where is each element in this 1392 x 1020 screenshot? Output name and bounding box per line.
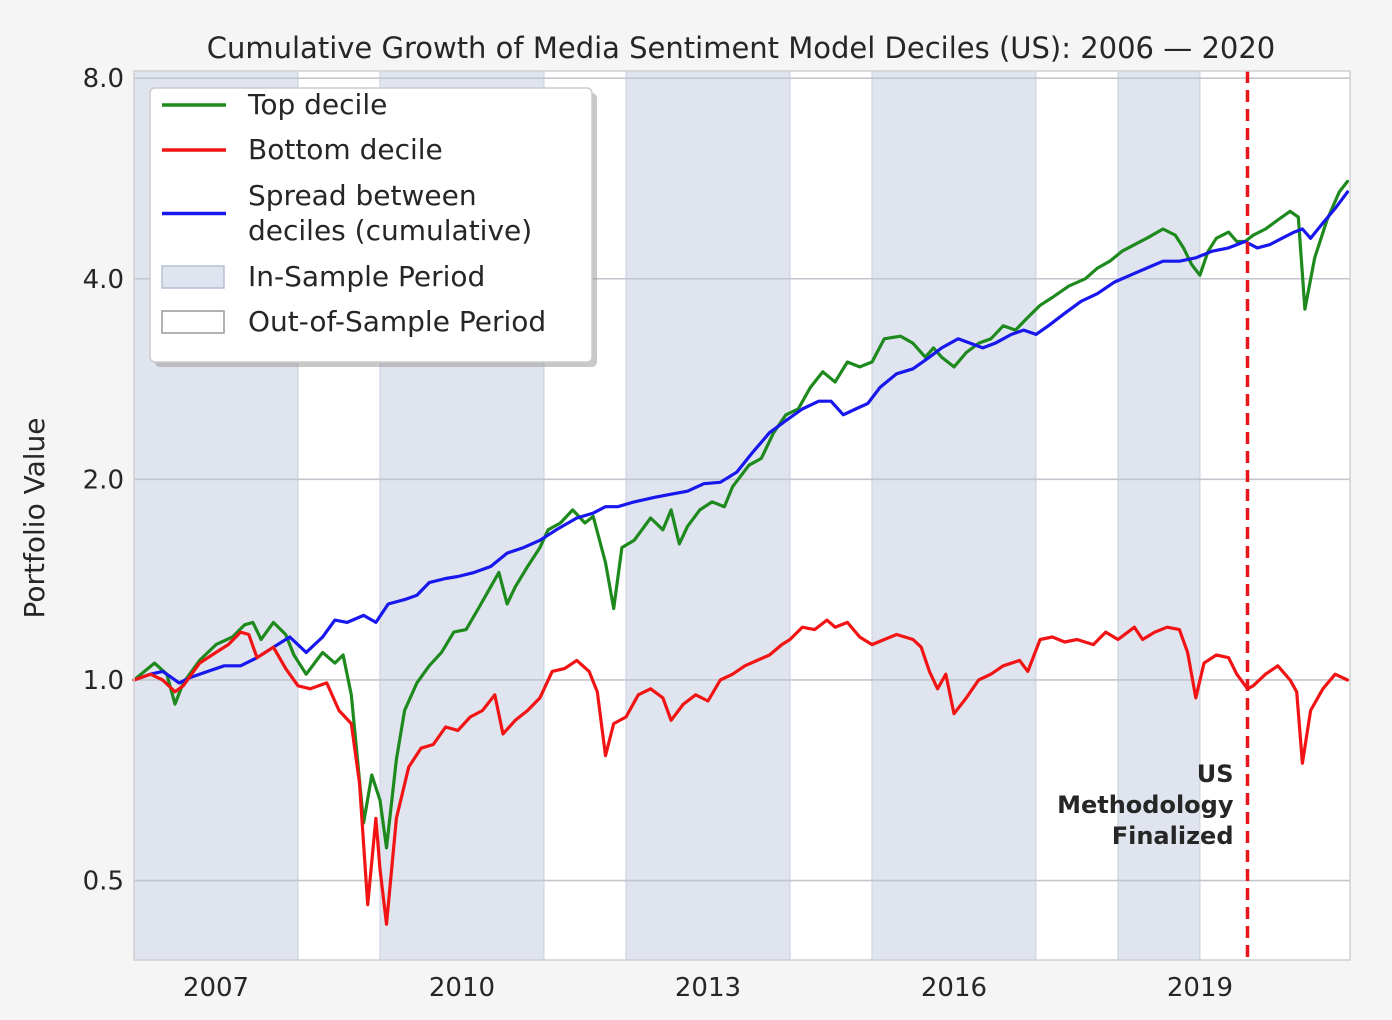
y-tick-label: 8.0 <box>83 64 124 94</box>
legend-label: Out-of-Sample Period <box>248 305 546 338</box>
legend-patch-swatch <box>161 310 225 334</box>
in-sample-band-2 <box>625 70 791 961</box>
y-axis-label: Portfolio Value <box>18 418 51 619</box>
x-tick-label: 2016 <box>921 973 987 1003</box>
in-sample-band-3 <box>871 70 1037 961</box>
legend-patch-swatch <box>161 265 225 289</box>
series-lines <box>132 179 1350 926</box>
methodology-marker: US Methodology Finalized <box>1057 71 1250 960</box>
legend-label: deciles (cumulative) <box>248 214 532 247</box>
y-tick-label: 4.0 <box>83 265 124 295</box>
methodology-annotation-line: Finalized <box>1112 822 1234 850</box>
x-tick-label: 2007 <box>183 973 249 1003</box>
methodology-annotation-line: US <box>1197 760 1234 788</box>
axis-ticks: 0.5 1.0 2.0 4.0 8.0 2007 2010 2013 2016 2019 <box>83 64 1233 1003</box>
legend-label: Top decile <box>247 88 387 121</box>
y-tick-label: 1.0 <box>83 666 124 696</box>
y-tick-label: 2.0 <box>83 465 124 495</box>
plot-border <box>133 70 1351 961</box>
legend-label: Bottom decile <box>248 133 443 166</box>
x-tick-label: 2019 <box>1167 973 1233 1003</box>
legend-label: Spread between <box>248 179 477 212</box>
legend-box <box>149 87 593 363</box>
series-line-1 <box>132 618 1350 926</box>
methodology-annotation-line: Methodology <box>1057 791 1234 819</box>
legend-label: In-Sample Period <box>248 260 485 293</box>
gridlines <box>134 77 1350 882</box>
chart-title: Cumulative Growth of Media Sentiment Mod… <box>207 31 1276 65</box>
x-tick-label: 2013 <box>675 973 741 1003</box>
x-tick-label: 2010 <box>429 973 495 1003</box>
legend: Top decile Bottom decile Spread betweendec… <box>149 87 597 367</box>
series-line-0 <box>132 179 1350 850</box>
y-tick-label: 0.5 <box>83 867 124 897</box>
series-line-2 <box>132 190 1350 685</box>
